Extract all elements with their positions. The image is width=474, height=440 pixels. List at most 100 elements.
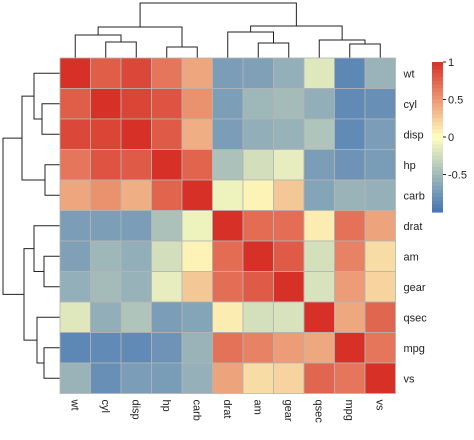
color-legend-swatch	[432, 73, 443, 78]
heatmap-cell-drat-carb	[181, 210, 213, 242]
heatmap-cell-wt-disp	[120, 57, 152, 89]
column-dendrogram-link	[97, 26, 183, 47]
heatmap-cell-wt-wt	[59, 57, 91, 89]
heatmap-cell-am-cyl	[90, 240, 122, 272]
heatmap-cell-wt-vs	[364, 57, 396, 89]
color-legend-swatch	[432, 185, 443, 191]
heatmap-cell-mpg-mpg	[334, 332, 366, 364]
color-legend-swatch	[432, 103, 443, 108]
color-legend-swatch	[432, 125, 443, 131]
color-legend-swatch	[432, 200, 443, 206]
color-legend-swatch	[432, 148, 443, 153]
row-dendrogram-link	[41, 103, 60, 135]
color-legend-swatch	[432, 163, 443, 168]
column-label-drat: drat	[221, 400, 233, 419]
heatmap-cell-gear-gear	[273, 271, 305, 303]
color-legend-swatch	[432, 129, 443, 134]
color-legend-swatch	[432, 189, 443, 194]
column-dendrogram-link	[139, 2, 297, 27]
heatmap-cell-disp-am	[242, 118, 274, 150]
heatmap-cell-gear-am	[242, 271, 274, 303]
heatmap-cell-disp-qsec	[303, 118, 335, 150]
heatmap-cell-disp-vs	[364, 118, 396, 150]
heatmap-cell-disp-hp	[151, 118, 183, 150]
heatmap-cell-gear-drat	[212, 271, 244, 303]
heatmap-cell-mpg-vs	[364, 332, 396, 364]
color-legend-swatch	[432, 167, 443, 172]
heatmap-cell-vs-wt	[59, 362, 91, 394]
row-dendrogram-link	[43, 255, 60, 288]
color-legend-swatch	[432, 144, 443, 149]
heatmap-cell-gear-cyl	[90, 271, 122, 303]
heatmap-cell-am-wt	[59, 240, 91, 272]
color-legend-swatch	[432, 140, 443, 146]
heatmap-cell-disp-carb	[181, 118, 213, 150]
heatmap-cell-wt-mpg	[334, 57, 366, 89]
heatmap-cell-am-disp	[120, 240, 152, 272]
heatmap-cell-carb-disp	[120, 179, 152, 211]
heatmap-cell-carb-gear	[273, 179, 305, 211]
heatmap-cell-drat-am	[242, 210, 274, 242]
row-dendrogram-link	[36, 316, 60, 364]
color-legend-swatch	[432, 62, 443, 67]
heatmap-cell-drat-disp	[120, 210, 152, 242]
heatmap-cell-gear-vs	[364, 271, 396, 303]
heatmap-cell-gear-disp	[120, 271, 152, 303]
heatmap-cell-drat-hp	[151, 210, 183, 242]
color-legend-tick-label: 0.5	[448, 95, 463, 107]
heatmap-cell-am-hp	[151, 240, 183, 272]
row-dendrogram-link	[23, 248, 37, 341]
heatmap-cell-carb-mpg	[334, 179, 366, 211]
column-dendrogram-link	[227, 31, 274, 58]
row-label-vs: vs	[404, 373, 416, 385]
color-legend-swatch	[432, 88, 443, 93]
heatmap-cell-qsec-hp	[151, 301, 183, 333]
color-legend-swatch	[432, 193, 443, 198]
column-dendrogram-link	[166, 46, 198, 58]
color-legend-swatch	[432, 84, 443, 89]
heatmap-cell-cyl-gear	[273, 88, 305, 120]
heatmap-cell-wt-drat	[212, 57, 244, 89]
heatmap-cell-gear-hp	[151, 271, 183, 303]
heatmap-cell-wt-gear	[273, 57, 305, 89]
column-label-disp: disp	[129, 400, 141, 420]
heatmap-cell-cyl-qsec	[303, 88, 335, 120]
heatmap-cell-wt-hp	[151, 57, 183, 89]
heatmap-cell-cyl-cyl	[90, 88, 122, 120]
column-dendrogram-link	[105, 41, 137, 58]
row-label-gear: gear	[404, 282, 426, 294]
heatmap-cell-hp-qsec	[303, 149, 335, 181]
heatmap-cell-qsec-vs	[364, 301, 396, 333]
heatmap-cell-am-mpg	[334, 240, 366, 272]
heatmap-cell-am-am	[242, 240, 274, 272]
color-legend-tick-label: -0.5	[448, 170, 467, 182]
heatmap-cell-hp-gear	[273, 149, 305, 181]
heatmap-cell-mpg-disp	[120, 332, 152, 364]
heatmap-cell-mpg-am	[242, 332, 274, 364]
heatmap-cell-vs-am	[242, 362, 274, 394]
heatmap-cell-vs-disp	[120, 362, 152, 394]
heatmap-cell-hp-disp	[120, 149, 152, 181]
heatmap-cell-am-drat	[212, 240, 244, 272]
heatmap-cell-disp-cyl	[90, 118, 122, 150]
color-legend-swatch	[432, 69, 443, 74]
heatmap-cell-wt-cyl	[90, 57, 122, 89]
heatmap-cell-gear-qsec	[303, 271, 335, 303]
heatmap-cell-qsec-mpg	[334, 301, 366, 333]
heatmap-cell-drat-cyl	[90, 210, 122, 242]
color-legend-swatch	[432, 80, 443, 86]
row-dendrogram-link	[44, 164, 60, 196]
row-label-cyl: cyl	[404, 99, 417, 111]
column-label-am: am	[251, 400, 263, 415]
row-label-drat: drat	[404, 221, 423, 233]
heatmap-cell-cyl-wt	[59, 88, 91, 120]
color-legend-swatch	[432, 155, 443, 161]
heatmap-cell-qsec-carb	[181, 301, 213, 333]
heatmap-cell-mpg-wt	[59, 332, 91, 364]
color-legend-swatch	[432, 208, 443, 213]
heatmap-cell-mpg-qsec	[303, 332, 335, 364]
column-label-hp: hp	[160, 400, 172, 412]
row-label-qsec: qsec	[404, 312, 428, 324]
color-legend-swatch	[432, 174, 443, 179]
